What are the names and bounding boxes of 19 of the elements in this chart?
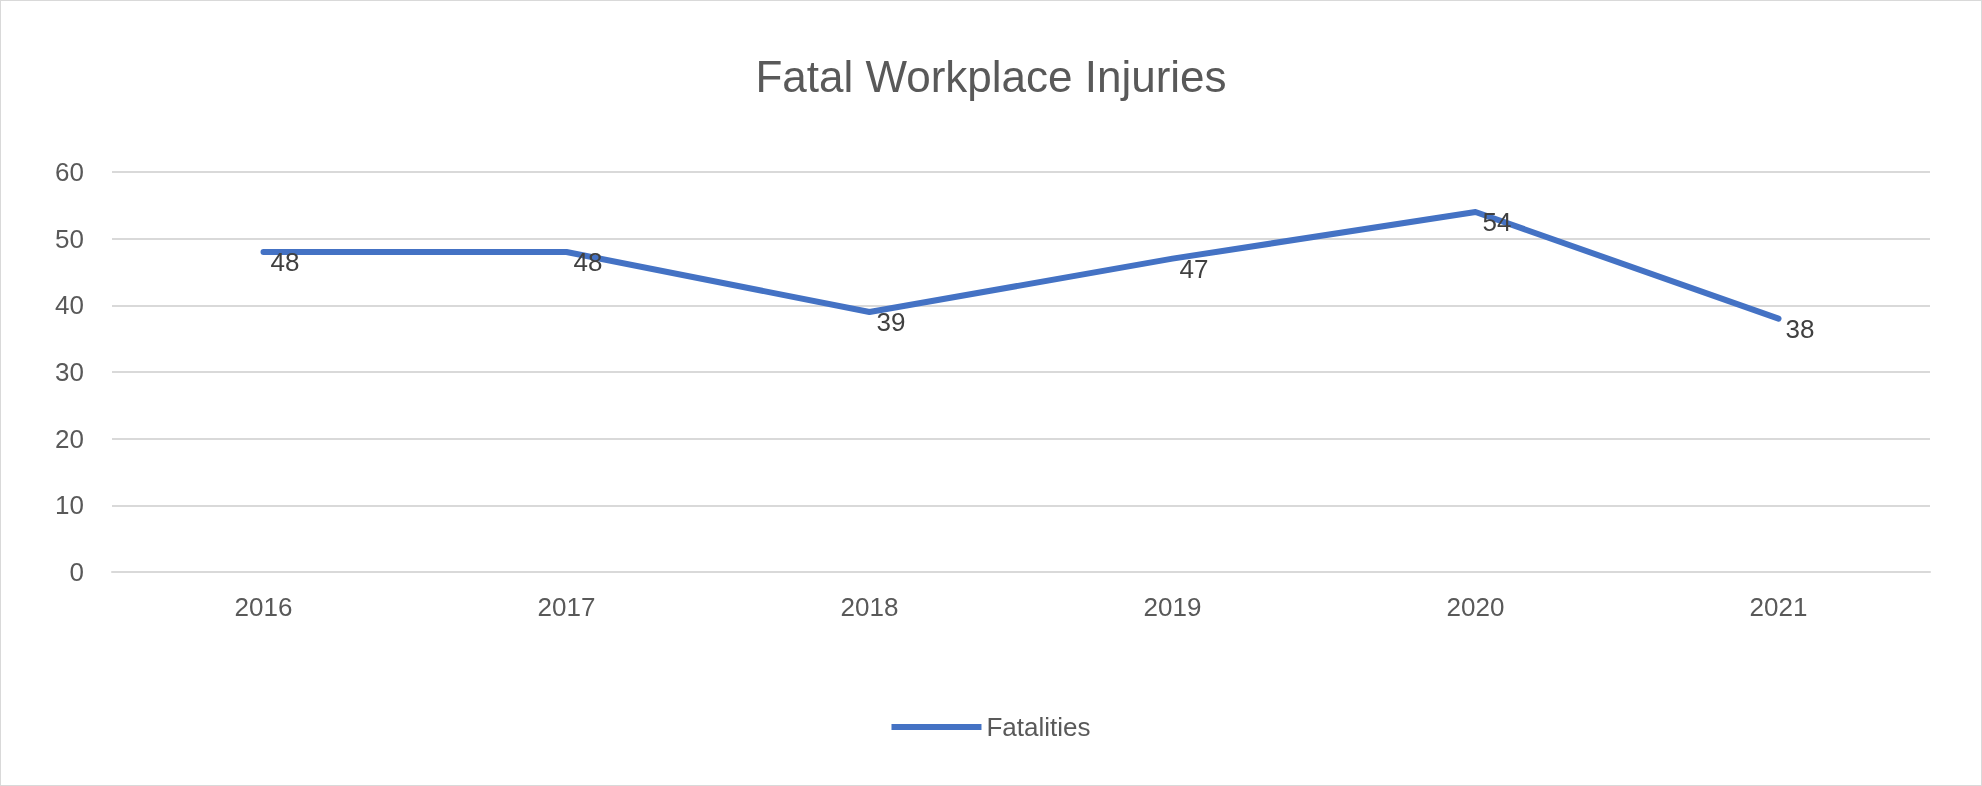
x-tick-label: 2020 (1446, 592, 1505, 622)
chart-title: Fatal Workplace Injuries (755, 51, 1227, 101)
data-label: 38 (1785, 313, 1815, 344)
data-label: 39 (876, 307, 906, 337)
y-tick-label: 50 (55, 223, 84, 254)
legend-label: Fatalities (986, 712, 1091, 742)
y-tick-label: 0 (69, 557, 84, 587)
y-tick-label: 30 (55, 357, 84, 387)
y-tick-label: 10 (55, 490, 84, 521)
x-tick-label: 2019 (1143, 592, 1202, 622)
x-tick-label: 2016 (234, 592, 293, 622)
data-label: 48 (270, 247, 300, 277)
y-tick-label: 20 (55, 423, 84, 454)
data-label: 47 (1179, 253, 1209, 284)
y-tick-label: 60 (55, 157, 84, 187)
x-tick-label: 2017 (537, 592, 596, 622)
y-tick-label: 40 (55, 290, 84, 321)
x-tick-label: 2021 (1749, 592, 1808, 622)
x-tick-label: 2018 (840, 592, 899, 622)
